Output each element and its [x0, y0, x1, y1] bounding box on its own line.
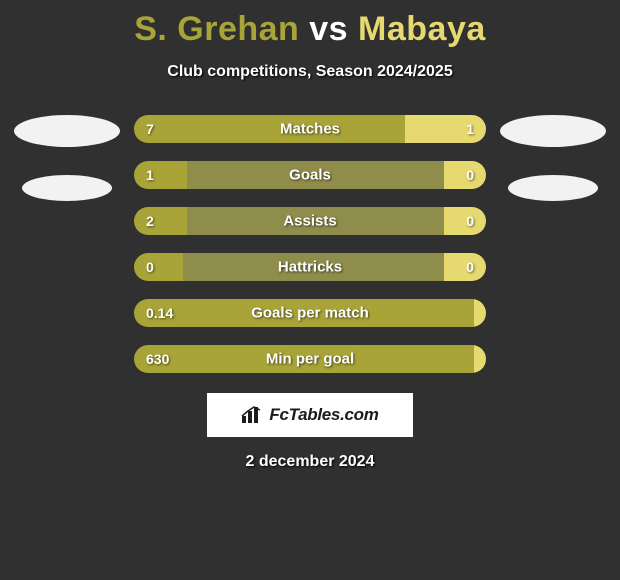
- stat-mid-segment: [187, 207, 444, 235]
- stat-bar: 630Min per goal: [134, 345, 486, 373]
- subtitle: Club competitions, Season 2024/2025: [0, 63, 620, 81]
- stat-right-segment: [474, 299, 486, 327]
- stat-right-segment: 1: [405, 115, 486, 143]
- right-club-logo-1: [500, 115, 606, 147]
- left-club-logo-1: [14, 115, 120, 147]
- stat-left-segment: 1: [134, 161, 187, 189]
- stat-right-segment: 0: [444, 161, 486, 189]
- stat-bar: 20Assists: [134, 207, 486, 235]
- stat-left-segment: 2: [134, 207, 187, 235]
- footer-date: 2 december 2024: [0, 453, 620, 471]
- left-club-logo-2: [22, 175, 112, 201]
- stat-left-segment: 0.14: [134, 299, 474, 327]
- right-logo-column: [498, 115, 608, 201]
- stat-bar: 10Goals: [134, 161, 486, 189]
- stat-mid-segment: [183, 253, 443, 281]
- stat-bar: 0.14Goals per match: [134, 299, 486, 327]
- stat-right-segment: 0: [444, 207, 486, 235]
- page-title: S. Grehan vs Mabaya: [0, 0, 620, 49]
- stat-left-segment: 7: [134, 115, 405, 143]
- stat-right-segment: 0: [444, 253, 486, 281]
- stat-bar: 71Matches: [134, 115, 486, 143]
- stat-right-segment: [474, 345, 486, 373]
- title-vs: vs: [309, 10, 348, 48]
- stat-bar: 00Hattricks: [134, 253, 486, 281]
- brand-attribution[interactable]: FcTables.com: [207, 393, 413, 437]
- stat-left-segment: 0: [134, 253, 183, 281]
- right-club-logo-2: [508, 175, 598, 201]
- chart-icon: [241, 406, 263, 424]
- stat-left-segment: 630: [134, 345, 474, 373]
- comparison-content: 71Matches10Goals20Assists00Hattricks0.14…: [0, 115, 620, 373]
- brand-text: FcTables.com: [269, 405, 378, 425]
- player-left-name: S. Grehan: [134, 10, 299, 48]
- left-logo-column: [12, 115, 122, 201]
- stat-bars-column: 71Matches10Goals20Assists00Hattricks0.14…: [134, 115, 486, 373]
- stat-mid-segment: [187, 161, 444, 189]
- player-right-name: Mabaya: [358, 10, 486, 48]
